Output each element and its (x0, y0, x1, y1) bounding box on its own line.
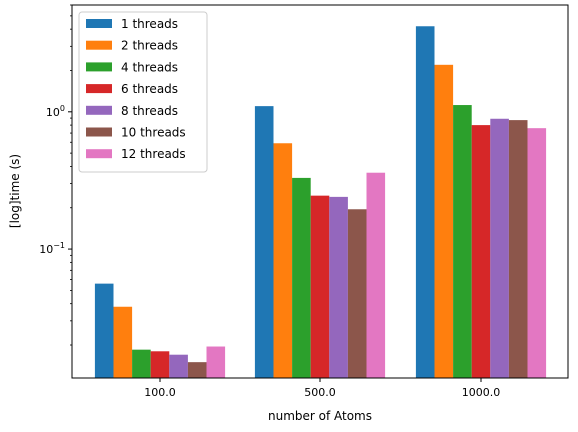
bar (453, 105, 472, 379)
legend-swatch (86, 62, 112, 72)
legend: 1 threads 2 threads 4 threads 6 threads 8 th… (78, 11, 208, 173)
legend-label: 8 threads (121, 104, 178, 118)
bar (310, 195, 330, 378)
bar (366, 172, 386, 378)
x-axis-ticks: 100.0 500.0 1000.0 (144, 378, 500, 399)
plot-area-frame (71, 4, 569, 379)
legend-swatch (86, 19, 112, 28)
bar (254, 106, 274, 378)
bar (490, 118, 509, 378)
bar (206, 346, 226, 378)
y-axis-ticks: 10−1 100 (39, 4, 72, 346)
legend-label: 6 threads (121, 82, 178, 96)
bar (113, 306, 133, 378)
bar (273, 143, 293, 378)
bar (169, 354, 188, 378)
bar (329, 196, 348, 378)
x-tick-label: 1000.0 (462, 386, 501, 399)
bar (471, 125, 491, 378)
bar (94, 283, 114, 378)
bar (347, 209, 367, 378)
x-tick-label: 500.0 (304, 386, 336, 399)
legend-swatch (86, 105, 112, 115)
bar (132, 349, 151, 378)
bar (415, 26, 435, 378)
bar (527, 128, 547, 378)
legend-label: 2 threads (121, 39, 178, 53)
legend-swatch (86, 149, 112, 159)
y-tick-label: 10−1 (39, 241, 65, 256)
legend-swatch (86, 84, 112, 94)
x-axis-label: number of Atoms (268, 409, 372, 423)
bar (508, 120, 528, 379)
legend-swatch (86, 127, 112, 137)
bar (434, 64, 454, 378)
legend-label: 10 threads (121, 126, 186, 140)
bars-group (94, 26, 547, 379)
y-axis-label: [log]time (s) (8, 154, 22, 228)
bar (292, 177, 311, 378)
legend-label: 12 threads (121, 147, 186, 161)
bar (187, 362, 207, 378)
y-tick-label: 100 (46, 104, 65, 119)
legend-label: 4 threads (121, 60, 178, 74)
legend-swatch (86, 40, 112, 50)
x-tick-label: 100.0 (144, 386, 176, 399)
bar (150, 351, 170, 378)
legend-label: 1 threads (121, 17, 178, 31)
